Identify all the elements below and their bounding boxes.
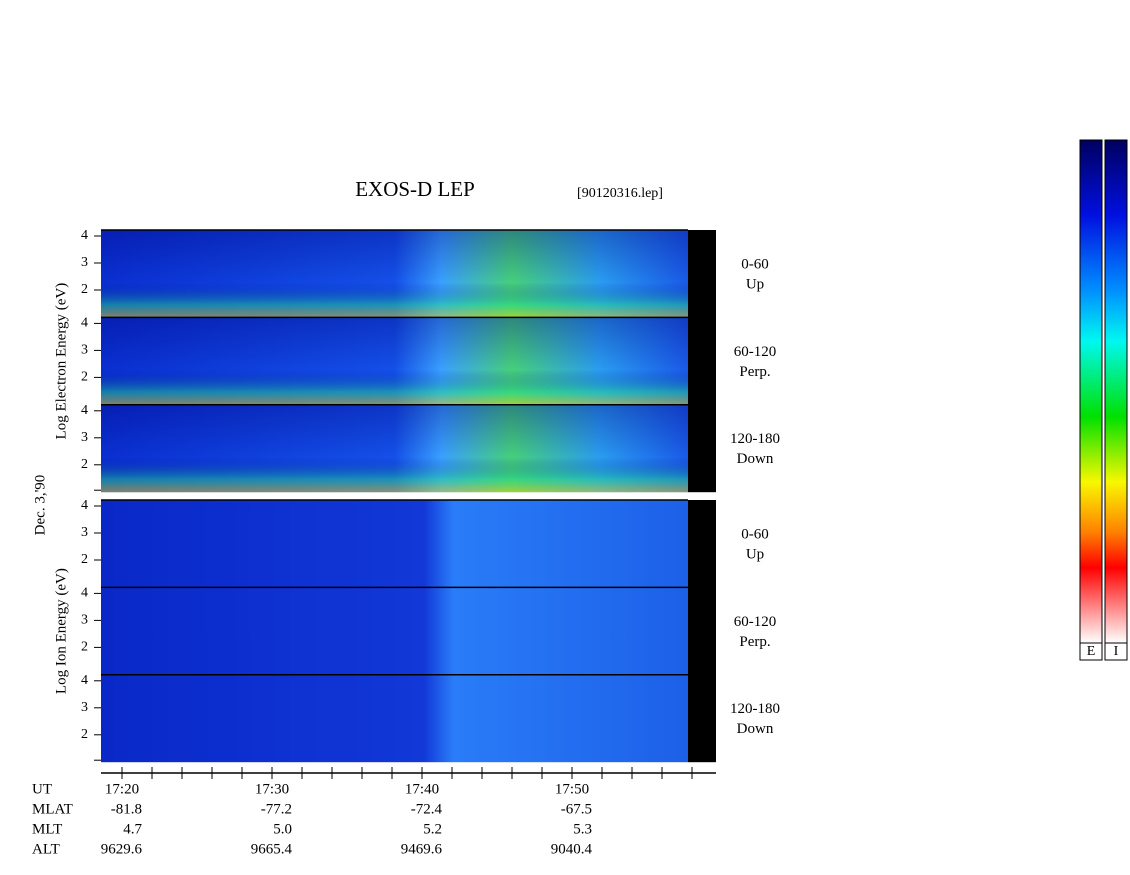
row-value: 5.2 [423, 821, 442, 837]
spectrogram-shade [101, 230, 688, 318]
y-tick-label: 4 [81, 316, 88, 331]
y-tick-label: 3 [81, 525, 88, 540]
row-value: 9469.6 [401, 841, 443, 857]
spectrogram-shade [101, 404, 688, 493]
spectrogram-shade [101, 317, 688, 405]
direction: Perp. [739, 634, 770, 650]
row-value: 4.7 [123, 821, 142, 837]
row-value: -72.4 [411, 801, 443, 817]
pitch-angle: 0-60 [741, 526, 769, 542]
y-axis-label: Log Ion Energy (eV) [53, 568, 69, 694]
y-tick-label: 4 [81, 673, 88, 688]
file-name: [90120316.lep] [577, 186, 663, 201]
y-tick-label: 4 [81, 498, 88, 513]
y-tick-label: 4 [81, 403, 88, 418]
y-tick-label: 2 [81, 282, 88, 297]
spectrogram [101, 587, 688, 675]
row-value: -77.2 [261, 801, 292, 817]
pitch-angle: 0-60 [741, 256, 769, 272]
pitch-angle: 120-180 [730, 701, 780, 717]
spectrogram [101, 674, 688, 763]
direction: Perp. [739, 364, 770, 380]
y-tick-label: 2 [81, 370, 88, 385]
spectrogram [101, 500, 688, 588]
pitch-angle: 60-120 [734, 344, 777, 360]
color-bar-label: I [1114, 644, 1119, 659]
row-label: MLT [32, 821, 62, 837]
direction: Down [737, 721, 774, 737]
row-value: 9629.6 [101, 841, 143, 857]
y-tick-label: 2 [81, 552, 88, 567]
row-value: 5.0 [273, 821, 292, 837]
color-bar-label-box [1079, 642, 1103, 661]
row-value: 17:40 [405, 781, 439, 797]
y-tick-label: 4 [81, 228, 88, 243]
no-data [688, 500, 716, 763]
row-label: ALT [32, 841, 60, 857]
no-data [688, 230, 716, 493]
direction: Down [737, 451, 774, 467]
row-value: 9040.4 [551, 841, 593, 857]
row-value: 17:20 [105, 781, 139, 797]
y-tick-label: 2 [81, 640, 88, 655]
y-axis-label: Log Electron Energy (eV) [53, 283, 69, 440]
row-value: 9665.4 [251, 841, 293, 857]
row-value: 5.3 [573, 821, 592, 837]
pitch-angle: 120-180 [730, 431, 780, 447]
y-tick-label: 3 [81, 613, 88, 628]
y-tick-label: 3 [81, 430, 88, 445]
y-tick-label: 3 [81, 700, 88, 715]
color-bar [1079, 139, 1103, 644]
row-value: 17:30 [255, 781, 289, 797]
date-label: Dec. 3,'90 [32, 475, 48, 536]
direction: Up [746, 546, 764, 562]
row-value: -67.5 [561, 801, 592, 817]
color-bar-label: E [1087, 644, 1096, 659]
row-label: UT [32, 781, 52, 797]
y-tick-label: 3 [81, 255, 88, 270]
y-tick-label: 2 [81, 457, 88, 472]
y-tick-label: 3 [81, 343, 88, 358]
color-bar [1104, 139, 1128, 644]
y-tick-label: 4 [81, 586, 88, 601]
direction: Up [746, 276, 764, 292]
pitch-angle: 60-120 [734, 614, 777, 630]
row-value: -81.8 [111, 801, 142, 817]
y-tick-label: 2 [81, 727, 88, 742]
color-bar-label-box [1104, 642, 1128, 661]
row-value: 17:50 [555, 781, 589, 797]
row-label: MLAT [32, 801, 73, 817]
title: EXOS-D LEP [355, 177, 475, 201]
